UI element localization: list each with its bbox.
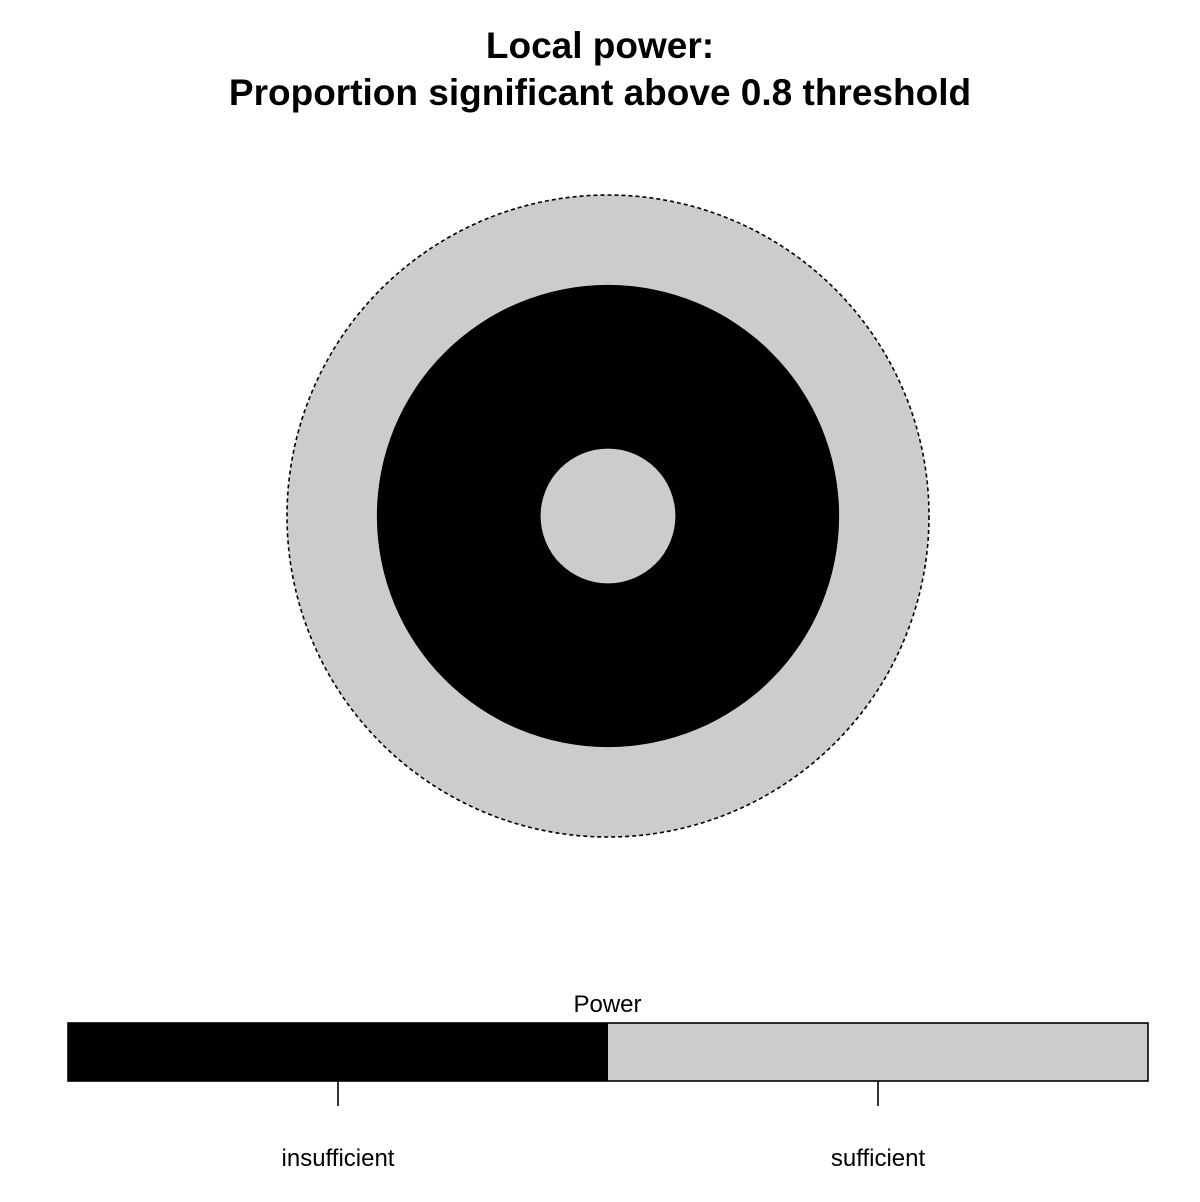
chart-title-line: Local power: <box>485 25 715 66</box>
chart-title: Local power: Proportion significant abov… <box>0 22 1200 116</box>
region-boundary <box>286 194 930 838</box>
legend-label-sufficient: sufficient <box>830 1145 926 1172</box>
legend-swatch-sufficient <box>608 1023 1148 1081</box>
legend-color-bar <box>67 1022 1149 1106</box>
legend-bar-frame <box>67 1022 1149 1082</box>
legend-label-insufficient: insufficient <box>281 1145 395 1172</box>
legend-title: Power <box>573 991 642 1018</box>
zone-sufficient-2 <box>540 448 676 584</box>
legend-swatch-insufficient <box>68 1023 608 1081</box>
power-zones <box>287 195 929 837</box>
chart-subtitle-line: Proportion significant above 0.8 thresho… <box>228 72 972 113</box>
